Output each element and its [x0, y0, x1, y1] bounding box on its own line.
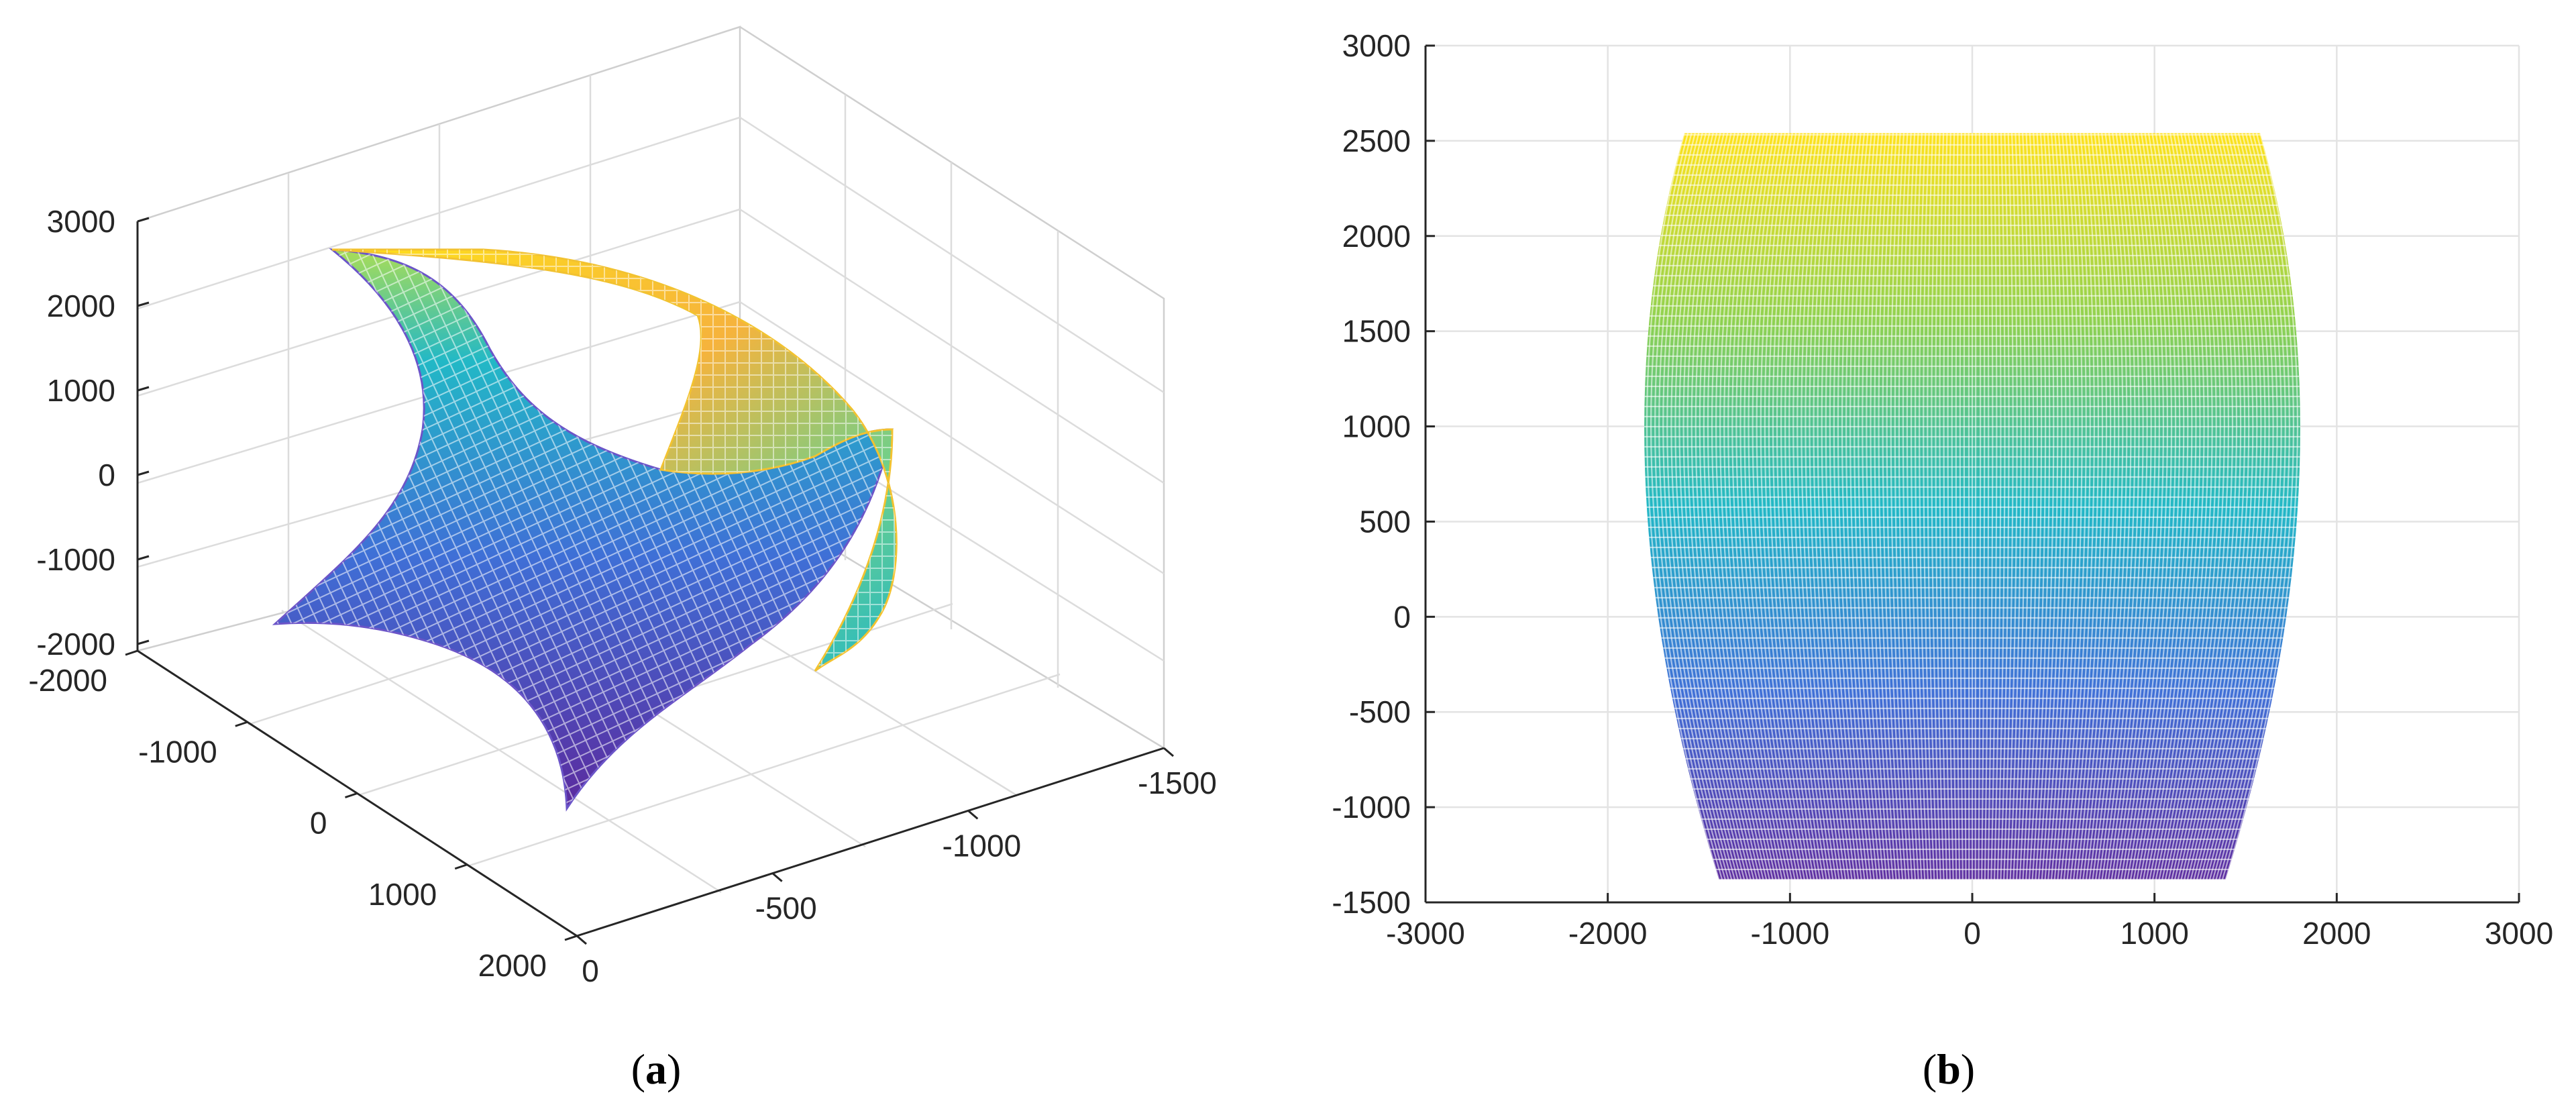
y-tick-label: 500 [1359, 504, 1411, 539]
y-tick-label: -1500 [1138, 766, 1217, 800]
x-tick-label: 2000 [478, 948, 547, 983]
y-tick-mark [771, 872, 783, 882]
y-tick-label: -500 [755, 891, 817, 926]
z-tick-label: -2000 [36, 627, 115, 662]
y-tick-label: -1500 [1332, 885, 1411, 920]
y-tick-mark [967, 810, 979, 820]
y-tick-label: -1000 [943, 828, 1022, 863]
x-tick-label: -1000 [1751, 916, 1830, 951]
y-tick-label: 0 [1393, 599, 1411, 634]
z-tick-mark [137, 386, 150, 392]
panel-a-3d-plot: -2000 -1000 0 1000 2000 3000 -2000 -1000 0 1000 20… [28, 25, 1217, 988]
x-tick-label: 1000 [368, 877, 437, 912]
caption-a: (a) [631, 1045, 682, 1093]
z-tick-label: 2000 [47, 288, 115, 323]
z-tick-mark [137, 470, 150, 476]
y-tick-label: 2000 [1342, 219, 1411, 254]
z-tick-mark [137, 217, 150, 223]
caption-b: (b) [1923, 1045, 1975, 1093]
x-tick-label: 0 [1964, 916, 1981, 951]
x-tick-label: -1000 [138, 734, 217, 769]
x-tick-label: 0 [310, 806, 327, 841]
x-tick-mark [564, 935, 578, 941]
panel-b-surface [1644, 133, 2300, 880]
x-tick-mark [345, 792, 358, 798]
x-tick-mark [235, 721, 248, 727]
x-tick-mark [125, 649, 138, 656]
z-tick-label: 0 [98, 458, 115, 492]
y-tick-label: -1000 [1332, 790, 1411, 825]
x-tick-mark [454, 863, 468, 870]
y-tick-label: 1500 [1342, 314, 1411, 349]
z-tick-mark [137, 301, 150, 307]
y-tick-mark [576, 935, 587, 945]
y-tick-label: 0 [582, 953, 599, 988]
y-tick-label: 1000 [1342, 409, 1411, 444]
z-tick-label: 1000 [47, 373, 115, 408]
x-tick-label: 1000 [2120, 916, 2188, 951]
z-tick-mark [137, 555, 150, 561]
y-tick-label: 3000 [1342, 28, 1411, 63]
x-tick-label: 2000 [2302, 916, 2371, 951]
y-tick-label: 2500 [1342, 123, 1411, 158]
panel-a-surface [272, 248, 898, 812]
z-tick-mark [137, 639, 150, 645]
x-tick-label: -3000 [1386, 916, 1465, 951]
panel-b-top-view-plot: -3000 -2000 -1000 0 1000 2000 3000 -1500 -1000 -5… [1332, 28, 2553, 951]
y-tick-label: -500 [1349, 694, 1411, 729]
z-tick-label: -1000 [36, 542, 115, 577]
x-tick-label: 3000 [2485, 916, 2553, 951]
x-tick-label: -2000 [28, 663, 107, 698]
x-tick-label: -2000 [1568, 916, 1648, 951]
y-tick-mark [1163, 747, 1174, 757]
z-tick-label: 3000 [47, 204, 115, 239]
